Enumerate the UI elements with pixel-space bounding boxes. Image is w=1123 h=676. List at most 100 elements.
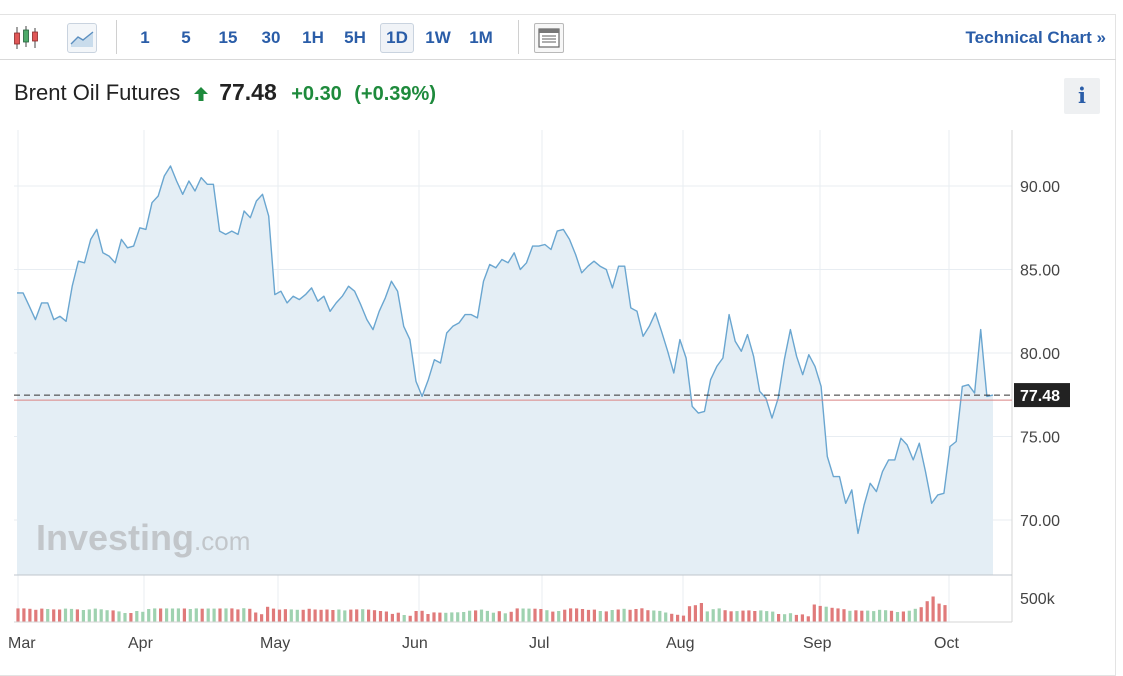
volume-bar [28,608,32,622]
volume-bar [913,608,917,622]
timeframe-30[interactable]: 30 [261,28,281,47]
volume-bar [925,601,929,622]
volume-bar [367,609,371,622]
volume-bar [919,607,923,622]
volume-bar [408,615,412,622]
volume-bar [218,608,222,622]
volume-bar [147,609,151,622]
volume-bar [301,609,305,622]
x-tick-label: Apr [128,635,154,652]
y-tick-label: 75.00 [1020,430,1060,447]
technical-chart-link[interactable]: Technical Chart » [965,28,1106,47]
volume-bar [747,610,751,622]
volume-bar [87,609,91,622]
volume-bar [729,611,733,622]
volume-bar [717,608,721,622]
volume-bar [592,609,596,622]
volume-bar [111,610,115,622]
volume-bar [723,610,727,622]
volume-bar [676,614,680,622]
candlestick-icon[interactable] [12,25,42,51]
volume-bar [634,609,638,622]
volume-bar [937,603,941,622]
volume-bar [402,615,406,622]
volume-bar [616,609,620,622]
x-tick-label: Sep [803,635,832,652]
volume-bar [212,608,216,622]
volume-bar [295,609,299,622]
volume-bar [765,611,769,622]
x-tick-label: Jul [529,635,549,652]
volume-bar [414,611,418,622]
volume-bar [331,610,335,622]
volume-bar [580,609,585,622]
toolbar-divider [116,20,117,54]
current-price-label: 77.48 [1020,388,1060,405]
timeframe-5[interactable]: 5 [181,28,191,47]
timeframe-1d[interactable]: 1D [380,23,414,53]
volume-bar [895,612,900,622]
volume-bar [622,608,626,622]
volume-bar [200,608,204,622]
info-button[interactable]: i [1064,78,1100,114]
volume-bar [325,609,329,622]
volume-bar [123,613,127,622]
volume-bar [753,611,757,622]
volume-bar [598,611,602,622]
volume-bar [266,606,270,622]
volume-bar [509,611,513,622]
timeframe-1w[interactable]: 1W [425,28,451,47]
volume-bar [735,611,739,622]
volume-bar [878,609,882,622]
volume-bar [777,614,781,622]
volume-bar [355,609,359,622]
volume-bar [444,612,448,622]
volume-bar [289,609,293,622]
volume-bar [521,608,525,622]
volume-bar [788,613,793,622]
volume-bar [337,609,341,622]
volume-bar [474,610,478,622]
volume-bar [866,610,870,622]
volume-bar [794,614,798,622]
volume-bar [681,615,686,622]
volume-bar [206,608,210,622]
volume-bar [658,610,662,622]
timeframe-5h[interactable]: 5H [344,28,366,47]
volume-bar [343,610,347,622]
volume-bar [426,614,430,622]
timeframe-1[interactable]: 1 [140,28,150,47]
volume-bar [46,609,50,622]
volume-bar [58,609,62,622]
volume-bar [872,611,876,622]
price-chart[interactable]: Investing.com 90.00 85.00 80.00 75.00 70.00 77… [0,120,1123,660]
volume-bar [16,608,20,622]
volume-bar [901,611,905,622]
volume-bar [545,610,549,622]
volume-bar [759,610,763,622]
volume-bar [854,610,858,622]
volume-bar [81,610,85,622]
volume-bar [503,613,507,622]
volume-bar [52,609,56,622]
timeframe-15[interactable]: 15 [218,28,238,47]
x-tick-label: Mar [8,635,36,652]
volume-bar [69,608,74,622]
timeframe-1m[interactable]: 1M [469,28,493,47]
volume-bar [22,608,26,622]
volume-bar [432,612,436,622]
area-chart-icon[interactable] [67,23,97,53]
volume-bar [848,610,852,622]
y-tick-label: 80.00 [1020,346,1060,363]
volume-bar [569,608,573,622]
volume-bar [93,608,97,622]
news-layout-icon[interactable] [534,23,564,53]
x-tick-label: Aug [666,635,694,652]
price-change-percent: (+0.39%) [354,83,436,105]
volume-bar [135,611,139,622]
volume-bar [664,612,668,622]
volume-bar [586,609,591,622]
timeframe-1h[interactable]: 1H [302,28,324,47]
volume-bar [818,605,822,622]
volume-bar [372,610,377,622]
